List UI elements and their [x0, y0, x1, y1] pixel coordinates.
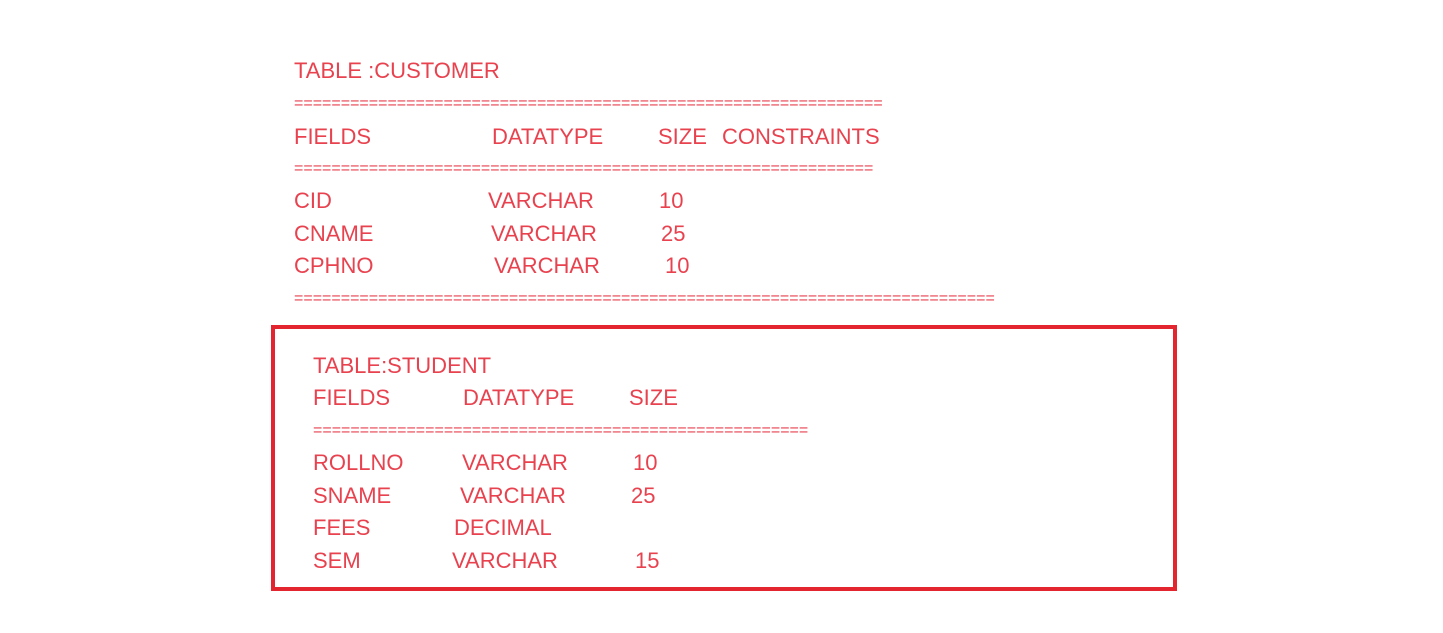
customer-header-fields: FIELDS — [294, 124, 372, 149]
customer-row-datatype: VARCHAR — [494, 253, 600, 278]
student-header-datatype: DATATYPE — [463, 385, 575, 410]
student-table-highlight-box — [271, 325, 1177, 591]
student-row-size: 25 — [631, 483, 656, 508]
customer-row-size: 25 — [661, 221, 686, 246]
student-header-fields: FIELDS — [313, 385, 391, 410]
customer-row-datatype: VARCHAR — [488, 188, 594, 213]
customer-row-size: 10 — [659, 188, 684, 213]
student-row-datatype: VARCHAR — [460, 483, 566, 508]
customer-row-datatype: VARCHAR — [491, 221, 597, 246]
customer-header-constraints: CONSTRAINTS — [722, 124, 880, 149]
student-row-size: 15 — [635, 548, 660, 573]
customer-row-size: 10 — [665, 253, 690, 278]
student-separator: ========================================… — [313, 422, 809, 439]
student-row-size: 10 — [633, 450, 658, 475]
student-row-datatype: VARCHAR — [462, 450, 568, 475]
customer-separator-bottom: ========================================… — [294, 290, 995, 307]
student-row-datatype: DECIMAL — [454, 515, 552, 540]
customer-separator-top: ========================================… — [294, 95, 883, 112]
student-row-field: ROLLNO — [313, 450, 404, 475]
student-row-field: SNAME — [313, 483, 392, 508]
customer-header-datatype: DATATYPE — [492, 124, 604, 149]
customer-row-field: CNAME — [294, 221, 374, 246]
student-row-datatype: VARCHAR — [452, 548, 558, 573]
student-row-field: SEM — [313, 548, 361, 573]
customer-row-field: CID — [294, 188, 332, 213]
customer-separator-mid: ========================================… — [294, 160, 874, 177]
customer-table-title: TABLE :CUSTOMER — [294, 58, 500, 83]
customer-header-size: SIZE — [658, 124, 707, 149]
student-header-size: SIZE — [629, 385, 678, 410]
student-row-field: FEES — [313, 515, 371, 540]
student-table-title: TABLE:STUDENT — [313, 353, 492, 378]
customer-row-field: CPHNO — [294, 253, 374, 278]
